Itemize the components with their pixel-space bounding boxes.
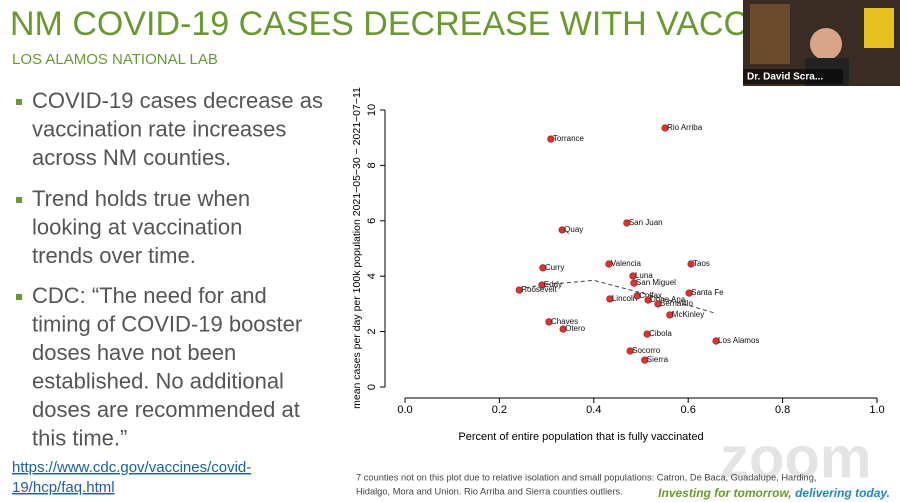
bullet-text: CDC: “The need for and — [32, 283, 267, 308]
point-label: Los Alamos — [718, 336, 759, 345]
bullet-text: Trend holds true when — [32, 186, 250, 211]
bullet-marker — [16, 99, 22, 105]
y-tick-label: 10 — [366, 104, 378, 116]
person — [810, 28, 842, 60]
bullet-text: trends over time. — [32, 243, 196, 268]
point-label: Socorro — [632, 346, 661, 355]
point — [626, 347, 634, 355]
point — [712, 337, 720, 345]
point-label: Roosevelt — [521, 285, 557, 294]
bullet-text: across NM counties. — [32, 145, 231, 170]
x-tick-label: 0.8 — [775, 404, 790, 416]
link[interactable]: https://www.cdc.gov/vaccines/covid- — [12, 459, 251, 476]
point-label: Otero — [565, 324, 586, 333]
tagline-part: Investing for tomorrow, — [658, 486, 795, 500]
video-tile: Dr. David Scra... — [743, 0, 900, 86]
bullet-text: COVID-19 cases decrease as — [32, 88, 323, 113]
point — [539, 264, 547, 272]
point-label: Chaves — [551, 317, 578, 326]
bullet-text: this time.” — [32, 425, 127, 450]
y-tick-label: 0 — [366, 384, 378, 390]
point — [629, 272, 637, 280]
point-label: San Juan — [629, 218, 663, 227]
point-label: Valencia — [611, 259, 642, 268]
tagline: Investing for tomorrow, delivering today… — [658, 486, 890, 500]
watermark: zoom — [720, 425, 871, 490]
y-tick-label: 8 — [366, 162, 378, 168]
x-tick-label: 1.0 — [869, 404, 884, 416]
point-label: Torrance — [553, 134, 585, 143]
point-label: Cibola — [649, 329, 672, 338]
point — [538, 281, 546, 289]
point — [654, 300, 662, 308]
point-label: Sierra — [647, 355, 669, 364]
y-axis-label: mean cases per day per 100k population 2… — [351, 87, 363, 409]
bullet-text: established. No additional — [32, 368, 284, 393]
x-tick-label: 0.6 — [681, 404, 696, 416]
point — [685, 289, 693, 297]
point-label: Rio Arriba — [667, 123, 703, 132]
bullet-text: vaccination rate increases — [32, 116, 286, 141]
point — [545, 318, 553, 326]
point — [666, 311, 674, 319]
point — [661, 124, 669, 132]
slide-subtitle: LOS ALAMOS NATIONAL LAB — [12, 51, 218, 68]
point-label: Lincoln — [612, 294, 637, 303]
y-tick-label: 2 — [366, 329, 378, 335]
name-plate — [743, 69, 843, 84]
point — [641, 356, 649, 364]
y-tick-label: 6 — [366, 218, 378, 224]
flag — [864, 8, 894, 48]
slide-title: NM COVID-19 CASES DECREASE WITH VACCINAT… — [10, 5, 832, 43]
participant-name: Dr. David Scra... — [747, 72, 823, 83]
point — [547, 135, 555, 143]
point-label: Taos — [693, 259, 710, 268]
bullet-marker — [16, 294, 22, 300]
point — [687, 260, 695, 268]
x-tick-label: 0.2 — [492, 404, 507, 416]
y-tick-label: 4 — [366, 273, 378, 279]
point-label: McKinley — [672, 310, 704, 319]
chart: 0.0 0.2 0.4 0.6 0.8 1.0 0 2 4 6 8 10 Percent of enti… — [351, 87, 885, 443]
x-axis-label: Percent of entire population that is ful… — [458, 431, 703, 443]
point — [633, 292, 641, 300]
bookshelf — [750, 4, 790, 64]
bullet-text: doses are recommended at — [32, 397, 300, 422]
point — [644, 296, 652, 304]
point-label: Quay — [564, 225, 583, 234]
bullet-text: doses have not been — [32, 340, 236, 365]
footnote: 7 counties not on this plot due to relat… — [356, 472, 816, 482]
point — [606, 295, 614, 303]
point-label: Curry — [545, 263, 565, 272]
link[interactable]: 19/hcp/faq.html — [12, 479, 115, 496]
bullet-marker — [16, 197, 22, 203]
point — [643, 330, 651, 338]
point-label: Bernalillo — [660, 299, 693, 308]
point-label: Dona Ana — [650, 295, 686, 304]
point — [558, 226, 566, 234]
point — [623, 219, 631, 227]
point — [630, 279, 638, 287]
point — [605, 260, 613, 268]
point-label: San Miguel — [636, 278, 676, 287]
point-label: Luna — [635, 271, 653, 280]
bullet-text: timing of COVID-19 booster — [32, 311, 302, 336]
tagline-part: delivering today. — [795, 486, 890, 500]
x-tick-label: 0.4 — [586, 404, 601, 416]
point — [515, 286, 523, 294]
footnote: Hidalgo, Mora and Union. Rio Arriba and … — [356, 486, 623, 496]
point-label: Colfax — [639, 291, 662, 300]
point-label: Santa Fe — [691, 288, 724, 297]
point — [559, 325, 567, 333]
bullet-text: looking at vaccination — [32, 214, 242, 239]
point-label: Eddy — [544, 280, 562, 289]
x-tick-label: 0.0 — [397, 404, 412, 416]
